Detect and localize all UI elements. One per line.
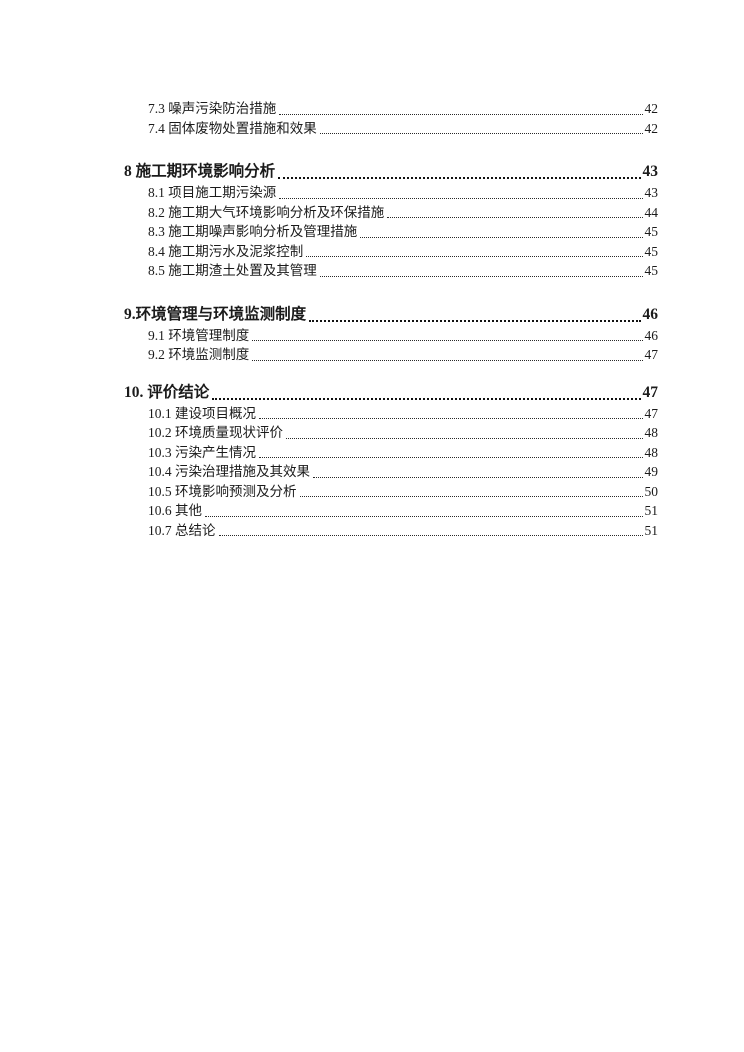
toc-heading-label: 9.环境管理与环境监测制度	[124, 305, 307, 323]
dot-leader	[279, 197, 643, 199]
dot-leader	[259, 457, 643, 458]
table-of-contents: 7.3 噪声污染防治措施 42 7.4 固体废物处置措施和效果 42 8 施工期…	[124, 99, 658, 540]
toc-entry-page: 48	[644, 444, 659, 460]
toc-entry-page: 51	[644, 522, 659, 538]
dot-leader	[259, 418, 643, 419]
toc-entry-page: 50	[644, 483, 659, 499]
toc-entry-page: 45	[644, 243, 659, 259]
toc-entry[interactable]: 10.2 环境质量现状评价 48	[124, 423, 658, 443]
toc-entry-label: 10.5 环境影响预测及分析	[148, 483, 297, 499]
toc-heading-page: 46	[642, 305, 659, 323]
dot-leader	[252, 340, 643, 341]
dot-leader	[360, 236, 643, 238]
toc-entry[interactable]: 10.5 环境影响预测及分析 50	[124, 482, 658, 502]
dot-leader	[319, 133, 643, 134]
toc-heading-label: 10. 评价结论	[124, 383, 210, 401]
toc-entry[interactable]: 10.3 污染产生情况 48	[124, 443, 658, 463]
toc-entry-label: 8.2 施工期大气环境影响分析及环保措施	[148, 204, 385, 220]
dot-leader	[279, 113, 643, 115]
dot-leader	[299, 496, 643, 497]
toc-entry-page: 48	[644, 425, 659, 440]
dot-leader	[309, 319, 641, 322]
toc-entry-label: 8.4 施工期污水及泥浆控制	[148, 243, 304, 259]
toc-entry[interactable]: 8.5 施工期渣土处置及其管理 45	[124, 261, 658, 281]
toc-entry[interactable]: 10.1 建设项目概况 47	[124, 404, 658, 424]
toc-entry-page: 43	[644, 185, 659, 200]
toc-entry[interactable]: 7.3 噪声污染防治措施 42	[124, 99, 658, 119]
toc-entry-label: 10.4 污染治理措施及其效果	[148, 464, 310, 479]
toc-entry-label: 10.3 污染产生情况	[148, 444, 256, 460]
dot-leader	[205, 515, 643, 517]
toc-entry-label: 9.1 环境管理制度	[148, 327, 250, 343]
toc-heading-page: 47	[642, 383, 659, 401]
dot-leader	[313, 476, 643, 478]
toc-entry[interactable]: 8.3 施工期噪声影响分析及管理措施 45	[124, 222, 658, 242]
toc-entry-page: 49	[644, 464, 659, 479]
toc-entry-page: 47	[644, 347, 659, 362]
dot-leader	[278, 177, 641, 179]
toc-entry-label: 8.5 施工期渣土处置及其管理	[148, 263, 317, 278]
toc-heading-page: 43	[642, 163, 659, 180]
toc-entry-page: 47	[644, 405, 659, 421]
toc-entry[interactable]: 8.1 项目施工期污染源 43	[124, 183, 658, 203]
toc-heading-label: 8 施工期环境影响分析	[124, 163, 276, 180]
toc-entry-label: 7.3 噪声污染防治措施	[148, 101, 277, 116]
toc-entry[interactable]: 9.1 环境管理制度 46	[124, 326, 658, 346]
toc-heading[interactable]: 10. 评价结论 47	[124, 381, 658, 404]
toc-entry-label: 10.2 环境质量现状评价	[148, 425, 283, 440]
toc-entry-label: 10.6 其他	[148, 503, 202, 518]
toc-entry-page: 46	[644, 327, 659, 343]
toc-entry[interactable]: 8.4 施工期污水及泥浆控制 45	[124, 242, 658, 262]
toc-entry-page: 51	[644, 503, 659, 518]
toc-entry[interactable]: 7.4 固体废物处置措施和效果 42	[124, 119, 658, 139]
dot-leader	[252, 359, 643, 361]
toc-heading[interactable]: 8 施工期环境影响分析 43	[124, 160, 658, 183]
toc-entry-page: 44	[644, 204, 659, 220]
toc-entry-label: 10.1 建设项目概况	[148, 405, 256, 421]
toc-entry[interactable]: 10.4 污染治理措施及其效果 49	[124, 462, 658, 482]
toc-entry-page: 45	[644, 263, 659, 278]
dot-leader	[387, 217, 643, 218]
toc-entry-label: 9.2 环境监测制度	[148, 347, 250, 362]
dot-leader	[319, 275, 643, 277]
toc-heading[interactable]: 9.环境管理与环境监测制度 46	[124, 303, 658, 326]
dot-leader	[286, 437, 643, 439]
toc-entry[interactable]: 10.7 总结论 51	[124, 521, 658, 541]
toc-entry-label: 10.7 总结论	[148, 522, 216, 538]
toc-entry[interactable]: 9.2 环境监测制度 47	[124, 345, 658, 365]
toc-entry-label: 7.4 固体废物处置措施和效果	[148, 120, 317, 136]
toc-entry-page: 42	[644, 101, 659, 116]
toc-entry[interactable]: 10.6 其他 51	[124, 501, 658, 521]
dot-leader	[212, 397, 641, 400]
dot-leader	[306, 256, 643, 257]
toc-entry-page: 42	[644, 120, 659, 136]
toc-entry[interactable]: 8.2 施工期大气环境影响分析及环保措施 44	[124, 203, 658, 223]
dot-leader	[218, 535, 643, 536]
toc-entry-page: 45	[644, 224, 659, 239]
toc-entry-label: 8.3 施工期噪声影响分析及管理措施	[148, 224, 358, 239]
toc-entry-label: 8.1 项目施工期污染源	[148, 185, 277, 200]
